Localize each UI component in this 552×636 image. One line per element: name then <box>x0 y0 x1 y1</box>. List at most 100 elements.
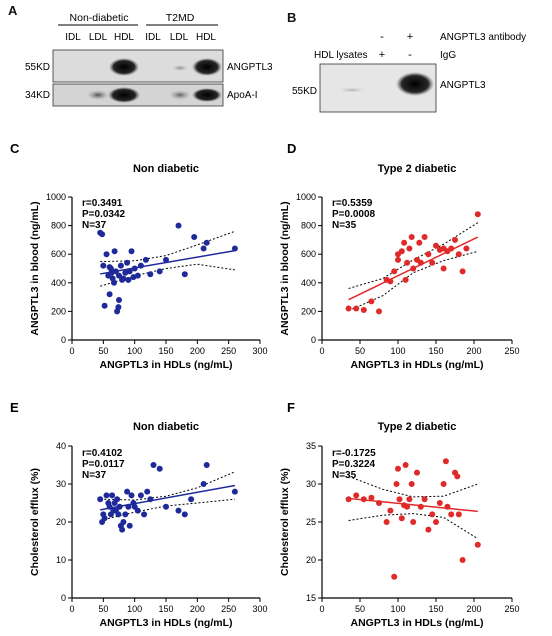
chart-title: Type 2 diabetic <box>378 163 457 175</box>
blot-protein: ANGPTL3 <box>227 62 273 73</box>
stat-label: N=35 <box>332 470 357 481</box>
data-point <box>97 229 104 236</box>
confidence-band <box>100 230 236 263</box>
data-point <box>125 276 132 283</box>
data-point <box>376 308 382 315</box>
x-tick-label: 250 <box>504 346 519 356</box>
data-point <box>383 519 390 525</box>
data-point <box>368 494 375 501</box>
confidence-band <box>348 475 478 498</box>
x-tick-label: 200 <box>466 604 481 614</box>
data-point <box>116 297 122 303</box>
panel-letter-b: B <box>287 10 297 25</box>
data-point <box>360 307 367 313</box>
x-tick-label: 100 <box>390 604 405 614</box>
blot-marker: 55KD <box>292 86 317 97</box>
data-point <box>440 265 447 272</box>
data-point <box>433 242 439 249</box>
blot-protein: ANGPTL3 <box>440 80 486 91</box>
stat-label: r=0.5359 <box>332 198 373 209</box>
data-point <box>402 276 409 283</box>
data-point <box>231 488 238 495</box>
data-point <box>345 496 352 503</box>
y-tick-label: 1000 <box>296 192 316 202</box>
x-tick-label: 50 <box>355 604 365 614</box>
x-tick-label: 50 <box>98 604 108 614</box>
lane-label: HDL <box>114 32 134 43</box>
data-point <box>425 526 432 533</box>
data-point <box>452 236 458 243</box>
y-tick-label: 400 <box>51 278 66 288</box>
data-point <box>101 302 108 309</box>
data-point <box>436 246 443 253</box>
data-point <box>119 526 126 533</box>
stat-label: N=37 <box>82 220 107 231</box>
data-point <box>401 502 408 509</box>
data-point <box>391 268 398 275</box>
data-point <box>134 272 141 279</box>
lane-label: HDL <box>196 32 216 43</box>
panel-letter-c: C <box>10 141 20 156</box>
data-point <box>410 519 417 525</box>
group-label-nondiabetic: Non-diabetic <box>70 12 129 24</box>
data-point <box>103 251 110 258</box>
data-point <box>103 492 110 499</box>
b-igg-sign: - <box>408 49 412 61</box>
data-point <box>376 500 382 506</box>
data-point <box>106 503 113 510</box>
data-point <box>203 462 210 468</box>
data-point <box>440 245 447 252</box>
x-axis-label: ANGPTL3 in HDLs (ng/mL) <box>351 617 484 629</box>
lane-label: IDL <box>145 32 161 43</box>
data-point <box>117 522 124 529</box>
lane-label: LDL <box>170 32 189 43</box>
x-tick-label: 200 <box>466 346 481 356</box>
data-point <box>99 231 106 238</box>
data-point <box>440 481 447 487</box>
panel-letter-d: D <box>287 141 296 156</box>
x-tick-label: 200 <box>190 346 205 356</box>
data-point <box>448 245 455 252</box>
data-point <box>144 488 151 495</box>
data-point <box>120 519 127 525</box>
data-point <box>130 500 137 506</box>
y-tick-label: 600 <box>301 249 316 259</box>
data-point <box>429 511 436 518</box>
data-point <box>163 256 169 263</box>
data-point <box>200 245 207 252</box>
data-point <box>147 271 154 278</box>
data-point <box>425 251 432 258</box>
data-point <box>414 469 420 476</box>
b-antibody-sign: - <box>380 31 384 43</box>
data-point <box>107 511 114 518</box>
y-tick-label: 30 <box>56 479 66 489</box>
data-point <box>404 259 411 266</box>
data-point <box>417 503 424 510</box>
data-point <box>111 248 118 255</box>
regression-line <box>100 249 236 275</box>
data-point <box>122 269 129 276</box>
data-point <box>142 256 149 263</box>
y-axis-label: ANGPTL3 in blood (ng/mL) <box>279 201 291 335</box>
y-tick-label: 30 <box>306 479 316 489</box>
stat-label: r=0.3491 <box>82 198 123 209</box>
data-point <box>106 264 113 271</box>
data-point <box>436 500 443 506</box>
data-point <box>124 488 131 495</box>
chart-title: Type 2 diabetic <box>378 421 457 433</box>
data-point <box>444 248 451 255</box>
panel-a-blots: Non-diabetic T2MD IDL LDL HDL IDL LDL HD… <box>25 12 526 113</box>
x-tick-label: 50 <box>355 346 365 356</box>
y-tick-label: 0 <box>61 593 66 603</box>
data-point <box>231 245 238 252</box>
data-point <box>433 519 439 525</box>
data-point <box>125 503 132 510</box>
data-point <box>395 256 401 263</box>
data-point <box>100 262 107 269</box>
data-point <box>106 291 113 298</box>
regression-line <box>348 497 478 513</box>
x-axis-label: ANGPTL3 in HDLs (ng/mL) <box>100 359 233 371</box>
panel-letter-e: E <box>10 400 19 415</box>
data-point <box>156 268 163 275</box>
x-tick-label: 0 <box>69 604 74 614</box>
